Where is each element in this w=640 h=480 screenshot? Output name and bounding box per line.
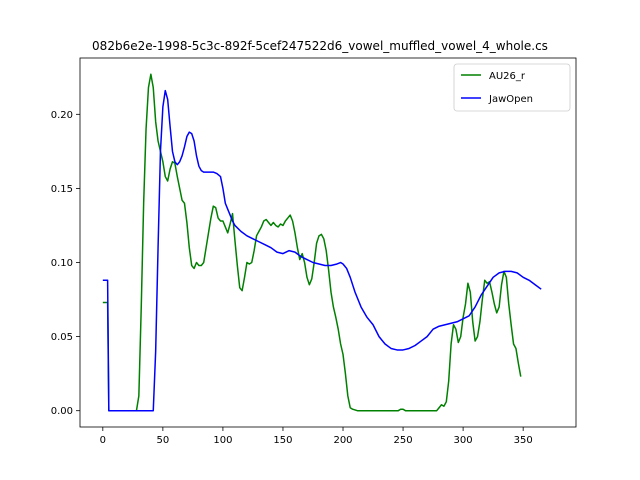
x-tick-label: 0 <box>100 435 106 446</box>
chart-title: 082b6e2e-1998-5c3c-892f-5cef247522d6_vow… <box>92 39 548 53</box>
x-tick-label: 350 <box>514 435 533 446</box>
series-line-jawopen <box>102 89 542 412</box>
y-tick-label: 0.10 <box>51 258 73 269</box>
legend: AU26_r JawOpen <box>453 63 571 112</box>
y-tick-label: 0.00 <box>51 406 73 417</box>
x-tick-label: 250 <box>394 435 413 446</box>
x-tick-label: 150 <box>273 435 292 446</box>
y-axis: 0.00 0.05 0.10 0.15 0.20 <box>51 110 80 417</box>
x-tick-label: 100 <box>213 435 232 446</box>
x-tick-label: 200 <box>333 435 352 446</box>
legend-frame <box>453 63 571 112</box>
y-tick-label: 0.15 <box>51 184 73 195</box>
x-axis: 0 50 100 150 200 250 300 350 <box>100 427 533 446</box>
series-line-au26-r <box>102 73 522 412</box>
x-tick-label: 300 <box>454 435 473 446</box>
legend-label-au26-r: AU26_r <box>489 71 526 82</box>
legend-label-jawopen: JawOpen <box>488 94 533 105</box>
y-tick-label: 0.20 <box>51 110 73 121</box>
x-tick-label: 50 <box>156 435 169 446</box>
plot-frame <box>79 57 577 428</box>
plot-lines <box>102 73 542 412</box>
y-tick-label: 0.05 <box>51 332 73 343</box>
